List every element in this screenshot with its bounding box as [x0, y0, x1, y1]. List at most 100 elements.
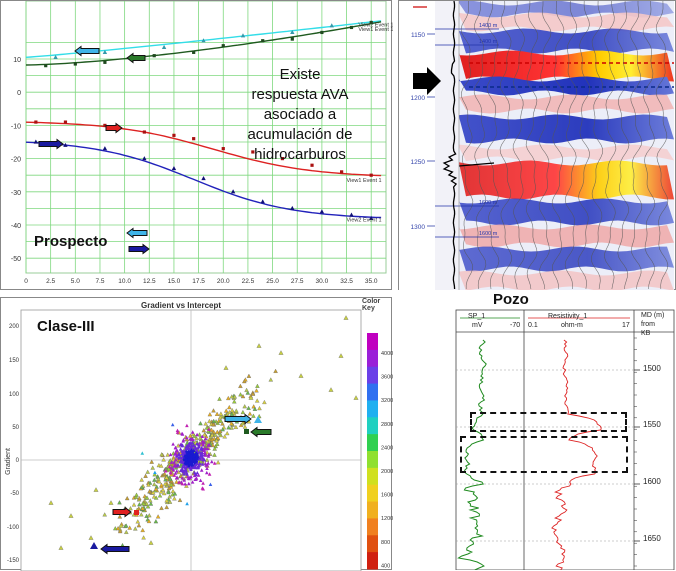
- data-point-core: [201, 487, 205, 491]
- marker-label: 1400 m: [479, 23, 498, 29]
- data-point-yellow: [167, 494, 172, 499]
- data-point-core: [167, 464, 172, 468]
- data-point-outlier: [328, 387, 334, 392]
- crossplot-title: Gradient vs Intercept: [141, 301, 222, 310]
- data-point-core: [208, 482, 213, 486]
- colorscale-segment: [367, 400, 378, 418]
- sp-spike: [458, 162, 495, 167]
- data-point-core: [203, 450, 207, 455]
- data-point-core: [196, 446, 200, 450]
- data-point-yellow: [160, 487, 166, 492]
- blue-curve-marker: [369, 215, 374, 220]
- data-point-yellow: [222, 434, 227, 439]
- well-log-tracks: [455, 309, 675, 570]
- data-point-yellow: [140, 527, 145, 533]
- colorscale-segment: [367, 333, 378, 351]
- data-point-outlier: [248, 395, 254, 400]
- data-point-core: [173, 445, 178, 450]
- data-point-core: [190, 430, 195, 434]
- depth-header: MD (m) from KB: [641, 311, 664, 338]
- seis-trace: [642, 1, 656, 290]
- data-point-core: [187, 441, 192, 445]
- colorscale-segment: [367, 535, 378, 553]
- data-point-core: [206, 443, 211, 447]
- data-point-core: [174, 449, 179, 453]
- data-point-core: [192, 470, 197, 475]
- curve-label-4: View2 Event 1: [347, 218, 382, 224]
- blue-curve-marker: [349, 212, 354, 217]
- cyan-curve-marker: [201, 38, 206, 43]
- highlight-box-lower: [460, 436, 628, 473]
- data-point-yellow: [226, 395, 231, 401]
- data-point-outlier: [118, 523, 124, 528]
- red-curve-marker: [340, 170, 344, 174]
- depth-label: 1200: [411, 95, 426, 102]
- sp-curve: [457, 339, 487, 570]
- data-point-core: [178, 447, 183, 451]
- data-point-yellow: [232, 394, 238, 399]
- blue-curve-marker: [290, 205, 295, 210]
- depth-tick-1550: 1550: [643, 420, 661, 429]
- data-point-yellow: [150, 490, 156, 495]
- red-curve-marker: [251, 150, 255, 154]
- data-point-yellow: [214, 441, 220, 446]
- green-curve-marker: [192, 50, 196, 54]
- data-point-yellow: [207, 412, 213, 417]
- seis-trace: [590, 1, 604, 290]
- data-point-core: [177, 455, 181, 459]
- blue-curve-marker: [102, 146, 108, 151]
- data-point-core: [183, 469, 188, 473]
- data-point-core: [187, 481, 191, 486]
- data-point-yellow: [204, 457, 210, 462]
- data-point-yellow: [246, 373, 252, 378]
- green-curve-marker: [221, 44, 225, 48]
- crossplot-y-tick: -100: [7, 525, 20, 531]
- data-point-yellow: [240, 409, 246, 415]
- red-curve-marker: [103, 123, 107, 127]
- data-point-yellow: [198, 421, 203, 426]
- depth-tick-1650: 1650: [643, 534, 661, 543]
- data-point-yellow: [244, 387, 249, 392]
- data-point-core: [202, 458, 206, 462]
- ava-x-tick: 10.0: [118, 278, 131, 285]
- data-point-yellow: [234, 408, 239, 413]
- data-point-yellow: [168, 476, 173, 482]
- data-point-yellow: [218, 411, 224, 416]
- data-point-yellow: [145, 504, 151, 509]
- data-point-outlier: [256, 343, 262, 348]
- colorscale-tick: 3600: [381, 375, 393, 381]
- data-point-yellow: [203, 421, 208, 426]
- colorscale-tick: 400: [381, 563, 390, 569]
- seis-trace: [538, 1, 552, 290]
- cyan-curve-marker: [329, 23, 334, 28]
- data-point-yellow: [211, 418, 216, 423]
- data-point-yellow: [184, 483, 189, 488]
- data-point-core: [182, 450, 187, 454]
- seis-trace: [629, 1, 643, 290]
- data-point-core: [180, 467, 185, 471]
- seis-band: [459, 224, 674, 248]
- red-point: [134, 510, 139, 515]
- ava-annotation: Existe respuesta AVA asociado a acumulac…: [239, 65, 361, 165]
- data-point-yellow: [143, 473, 148, 478]
- data-point-core: [174, 451, 178, 456]
- seis-band: [459, 94, 674, 114]
- data-point-yellow: [144, 501, 149, 506]
- data-point-yellow: [152, 472, 157, 477]
- cyan-curve-marker: [53, 54, 58, 59]
- depth-tick-1600: 1600: [643, 477, 661, 486]
- data-point-core: [207, 472, 212, 476]
- data-point-yellow: [166, 489, 171, 495]
- data-point-yellow: [147, 488, 152, 494]
- data-point-yellow: [153, 519, 159, 524]
- data-point-yellow: [246, 405, 251, 410]
- data-point-yellow: [194, 435, 199, 441]
- data-point-yellow: [232, 399, 237, 404]
- data-point-yellow: [218, 418, 224, 423]
- data-point-yellow: [145, 469, 150, 474]
- ava-x-tick: 0: [24, 278, 28, 285]
- ava-x-tick: 5.0: [71, 278, 80, 285]
- ava-x-tick: 35.0: [365, 278, 378, 285]
- annotation-line-1: Existe: [279, 66, 321, 83]
- data-point-core: [176, 463, 180, 467]
